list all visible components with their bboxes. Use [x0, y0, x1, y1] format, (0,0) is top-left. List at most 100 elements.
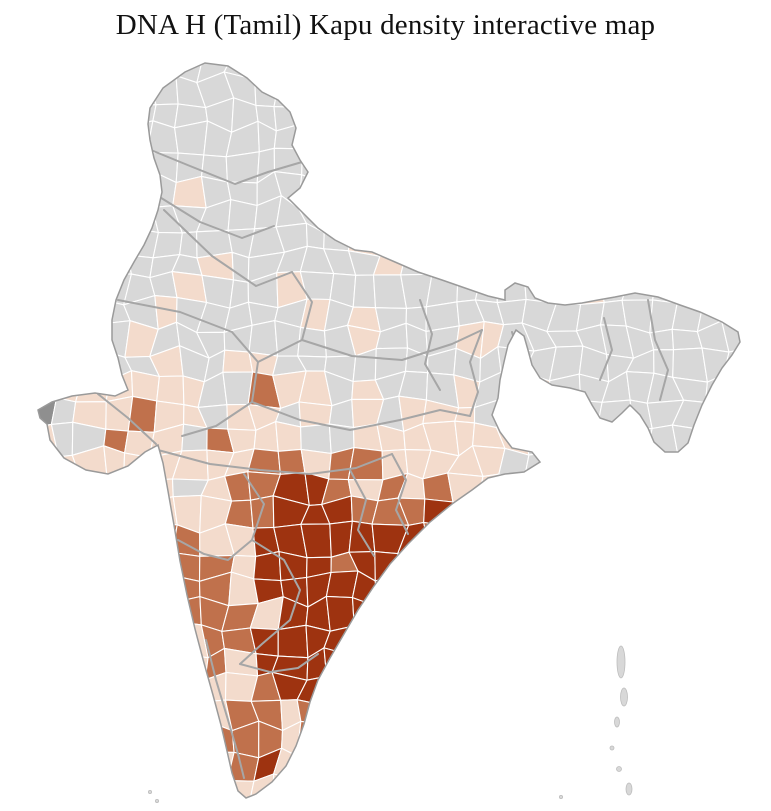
district-cell[interactable] [752, 774, 771, 803]
district-cell[interactable] [75, 598, 102, 627]
district-cell[interactable] [496, 254, 525, 278]
district-cell[interactable] [424, 728, 457, 758]
district-cell[interactable] [147, 620, 178, 654]
district-cell[interactable] [447, 150, 484, 184]
district-cell[interactable] [348, 77, 377, 102]
district-cell[interactable] [747, 573, 771, 598]
district-cell[interactable] [396, 103, 427, 129]
district-cell[interactable] [47, 470, 82, 506]
district-cell[interactable] [596, 554, 635, 582]
district-cell[interactable] [126, 724, 155, 758]
district-cell[interactable] [22, 279, 59, 301]
district-cell[interactable] [104, 528, 133, 556]
district-cell[interactable] [679, 703, 708, 730]
district-cell[interactable] [723, 702, 758, 734]
district-cell[interactable] [427, 248, 459, 275]
district-cell[interactable] [372, 223, 408, 257]
district-cell[interactable] [300, 423, 332, 455]
district-cell[interactable] [150, 523, 178, 554]
district-cell[interactable] [71, 754, 109, 782]
district-cell[interactable] [354, 771, 380, 804]
district-cell[interactable] [27, 446, 60, 482]
district-cell[interactable] [46, 599, 84, 632]
district-cell[interactable] [427, 223, 458, 251]
district-cell[interactable] [100, 122, 131, 148]
district-cell[interactable] [22, 379, 58, 399]
district-cell[interactable] [55, 244, 84, 281]
district-cell[interactable] [748, 396, 771, 431]
district-cell[interactable] [758, 302, 771, 330]
district-cell[interactable] [75, 794, 106, 811]
district-cell[interactable] [648, 580, 676, 610]
district-cell[interactable] [757, 46, 771, 82]
district-cell[interactable] [730, 647, 755, 685]
district-cell[interactable] [577, 150, 607, 184]
district-cell[interactable] [670, 95, 711, 125]
district-cell[interactable] [730, 425, 751, 454]
district-cell[interactable] [651, 196, 678, 235]
district-cell[interactable] [421, 50, 457, 81]
district-cell[interactable] [626, 646, 657, 678]
district-cell[interactable] [496, 204, 527, 225]
district-cell[interactable] [451, 728, 485, 751]
district-cell[interactable] [523, 473, 555, 509]
district-cell[interactable] [421, 621, 457, 659]
district-cell[interactable] [678, 245, 706, 281]
district-cell[interactable] [572, 70, 599, 107]
district-cell[interactable] [648, 521, 680, 560]
district-cell[interactable] [599, 525, 628, 556]
district-cell[interactable] [678, 75, 699, 100]
district-cell[interactable] [104, 227, 129, 256]
district-cell[interactable] [24, 202, 60, 225]
district-cell[interactable] [609, 802, 626, 811]
district-cell[interactable] [72, 524, 106, 556]
district-cell[interactable] [425, 272, 459, 308]
district-cell[interactable] [81, 299, 105, 326]
district-cell[interactable] [646, 651, 679, 675]
district-cell[interactable] [726, 622, 755, 658]
district-cell[interactable] [750, 796, 771, 811]
district-cell[interactable] [452, 99, 477, 129]
district-cell[interactable] [273, 773, 301, 800]
district-cell[interactable] [181, 773, 207, 807]
district-cell[interactable] [50, 421, 74, 458]
district-cell[interactable] [325, 595, 355, 632]
district-cell[interactable] [731, 181, 759, 204]
district-cell[interactable] [451, 50, 483, 81]
district-cell[interactable] [23, 646, 59, 682]
district-cell[interactable] [549, 70, 582, 105]
district-cell[interactable] [628, 749, 659, 781]
district-cell[interactable] [725, 795, 759, 811]
district-cell[interactable] [596, 48, 630, 84]
district-cell[interactable] [546, 224, 576, 252]
district-cell[interactable] [473, 629, 501, 652]
district-cell[interactable] [400, 223, 429, 250]
district-cell[interactable] [549, 174, 584, 209]
district-cell[interactable] [699, 774, 731, 805]
district-cell[interactable] [600, 646, 631, 678]
district-cell[interactable] [732, 149, 751, 183]
district-cell[interactable] [645, 151, 678, 177]
district-cell[interactable] [350, 123, 377, 153]
district-cell[interactable] [550, 150, 584, 184]
district-cell[interactable] [672, 776, 706, 805]
district-cell[interactable] [571, 673, 610, 707]
district-cell[interactable] [728, 478, 752, 509]
district-cell[interactable] [751, 176, 771, 205]
district-cell[interactable] [496, 473, 525, 509]
district-cell[interactable] [421, 770, 457, 809]
district-cell[interactable] [596, 577, 635, 601]
district-cell[interactable] [71, 552, 106, 583]
district-cell[interactable] [329, 770, 357, 808]
district-cell[interactable] [555, 424, 579, 452]
district-cell[interactable] [372, 121, 404, 154]
district-cell[interactable] [623, 227, 660, 259]
district-cell[interactable] [348, 651, 374, 677]
district-cell[interactable] [474, 273, 498, 304]
district-cell[interactable] [348, 748, 379, 778]
district-cell[interactable] [23, 796, 59, 811]
district-cell[interactable] [621, 49, 657, 80]
district-cell[interactable] [577, 124, 601, 158]
district-cell[interactable] [582, 575, 603, 602]
district-cell[interactable] [471, 672, 506, 706]
